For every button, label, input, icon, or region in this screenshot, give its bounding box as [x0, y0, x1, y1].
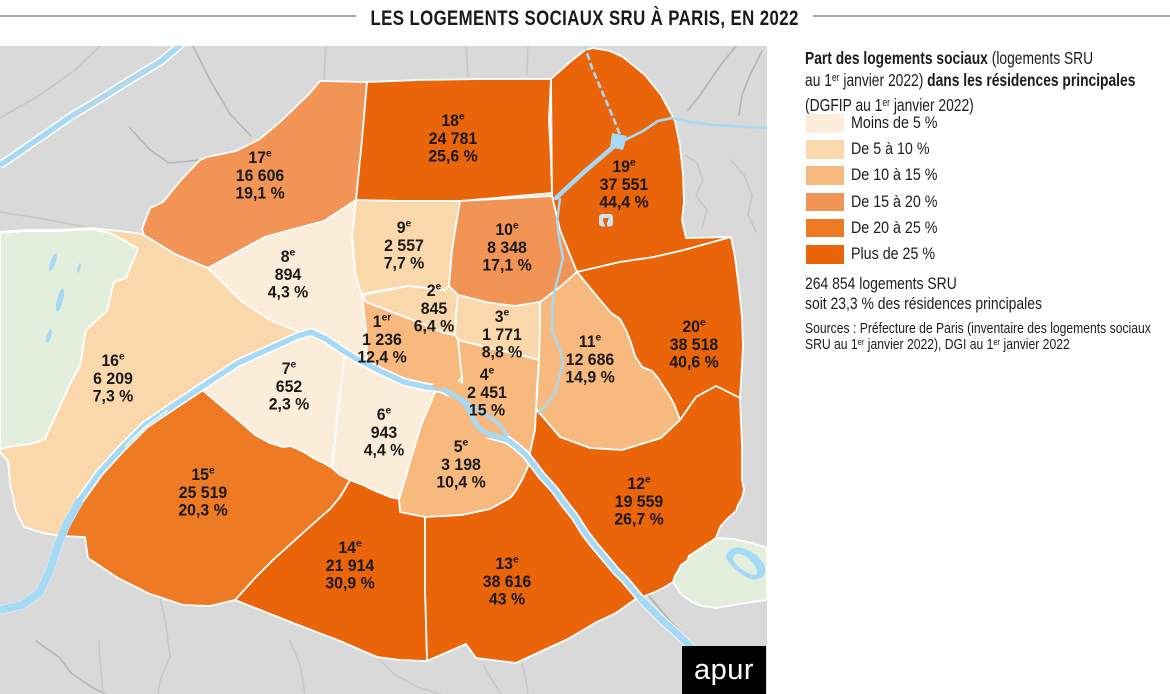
svg-text:25 519: 25 519	[179, 484, 228, 502]
svg-text:12 686: 12 686	[566, 351, 615, 369]
svg-text:38 518: 38 518	[670, 336, 719, 354]
svg-text:2 557: 2 557	[384, 237, 424, 255]
svg-text:19 559: 19 559	[615, 493, 664, 511]
svg-text:24 781: 24 781	[429, 130, 478, 148]
svg-text:21 914: 21 914	[326, 557, 375, 575]
svg-text:8 348: 8 348	[487, 239, 527, 257]
svg-text:4,3 %: 4,3 %	[268, 284, 309, 302]
svg-text:19,1 %: 19,1 %	[235, 185, 284, 203]
svg-text:1 236: 1 236	[362, 331, 402, 349]
svg-text:37 551: 37 551	[600, 176, 649, 194]
svg-text:30,9 %: 30,9 %	[325, 575, 374, 593]
svg-text:43 %: 43 %	[489, 591, 525, 609]
svg-text:2 451: 2 451	[467, 384, 507, 402]
svg-text:943: 943	[371, 424, 398, 442]
svg-text:44,4 %: 44,4 %	[599, 194, 648, 212]
svg-text:652: 652	[276, 378, 303, 396]
svg-text:7,7 %: 7,7 %	[384, 255, 425, 273]
svg-text:10,4 %: 10,4 %	[436, 474, 485, 492]
svg-text:38 616: 38 616	[483, 573, 532, 591]
svg-text:12,4 %: 12,4 %	[357, 349, 406, 367]
svg-text:20,3 %: 20,3 %	[178, 502, 227, 520]
svg-text:15 %: 15 %	[469, 402, 505, 420]
svg-text:17,1 %: 17,1 %	[482, 257, 531, 275]
svg-text:845: 845	[421, 300, 448, 318]
svg-text:16 606: 16 606	[236, 167, 285, 185]
svg-text:1 771: 1 771	[482, 326, 522, 344]
svg-text:2,3 %: 2,3 %	[269, 396, 310, 414]
svg-text:6 209: 6 209	[93, 370, 133, 388]
svg-text:3 198: 3 198	[441, 456, 481, 474]
svg-text:8,8 %: 8,8 %	[482, 344, 523, 362]
svg-text:26,7 %: 26,7 %	[614, 511, 663, 529]
svg-text:6,4 %: 6,4 %	[414, 318, 455, 336]
svg-text:7,3 %: 7,3 %	[93, 388, 134, 406]
svg-text:14,9 %: 14,9 %	[565, 369, 614, 387]
svg-text:4,4 %: 4,4 %	[364, 442, 405, 460]
svg-text:40,6 %: 40,6 %	[669, 354, 718, 372]
svg-text:894: 894	[275, 266, 302, 284]
svg-text:25,6 %: 25,6 %	[428, 148, 477, 166]
